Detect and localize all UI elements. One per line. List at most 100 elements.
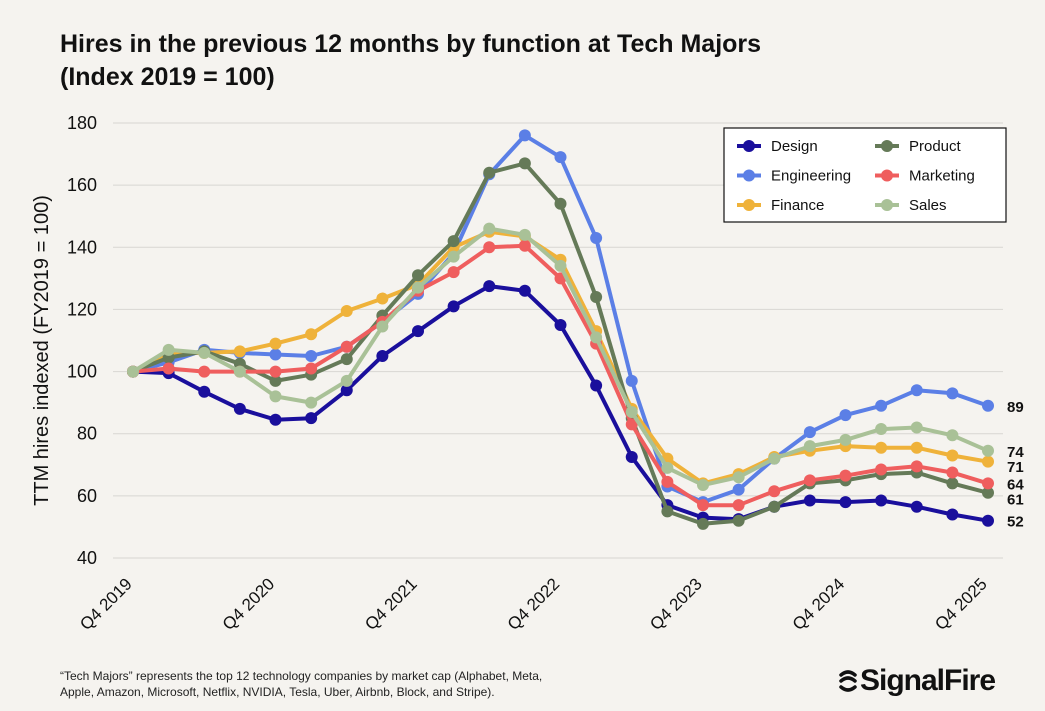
legend-item-design: Design bbox=[737, 138, 818, 155]
point-finance bbox=[340, 304, 353, 317]
legend-swatch-dot bbox=[743, 140, 755, 152]
point-product bbox=[946, 477, 959, 490]
chart-title-line-1: Hires in the previous 12 months by funct… bbox=[60, 30, 762, 58]
x-tick-label: Q4 2025 bbox=[931, 574, 991, 634]
point-engineering bbox=[590, 231, 603, 244]
point-finance bbox=[233, 345, 246, 358]
point-product bbox=[590, 291, 603, 303]
point-marketing bbox=[732, 499, 745, 512]
point-marketing bbox=[910, 460, 923, 473]
legend-item-marketing: Marketing bbox=[875, 168, 975, 185]
legend-label: Marketing bbox=[909, 168, 975, 185]
point-marketing bbox=[162, 362, 175, 375]
series-design bbox=[127, 280, 994, 527]
legend-swatch-dot bbox=[881, 169, 893, 182]
point-engineering bbox=[946, 387, 959, 400]
point-design bbox=[518, 284, 531, 297]
y-axis-label: TTM hires indexed (FY2019 = 100) bbox=[31, 195, 53, 506]
point-design bbox=[839, 496, 852, 509]
point-marketing bbox=[946, 466, 959, 479]
x-tick-label: Q4 2022 bbox=[504, 574, 564, 634]
point-sales bbox=[340, 374, 353, 387]
point-sales bbox=[376, 320, 389, 333]
legend-label: Finance bbox=[771, 197, 824, 214]
point-product bbox=[340, 353, 353, 366]
point-sales bbox=[982, 444, 994, 457]
point-finance bbox=[376, 292, 389, 305]
point-finance bbox=[269, 337, 282, 350]
point-sales bbox=[625, 405, 638, 418]
point-marketing bbox=[305, 362, 318, 375]
y-tick-label: 40 bbox=[77, 548, 97, 568]
point-engineering bbox=[625, 374, 638, 387]
point-design bbox=[910, 500, 923, 513]
point-finance bbox=[910, 441, 923, 454]
legend-label: Engineering bbox=[771, 168, 851, 185]
y-tick-label: 140 bbox=[67, 237, 97, 257]
x-tick-label: Q4 2023 bbox=[646, 574, 706, 634]
point-marketing bbox=[697, 499, 709, 512]
signalfire-logo: SignalFire bbox=[838, 664, 996, 698]
legend-item-product: Product bbox=[875, 138, 962, 155]
point-engineering bbox=[269, 348, 282, 361]
point-sales bbox=[447, 250, 460, 263]
point-engineering bbox=[518, 129, 531, 142]
point-design bbox=[269, 413, 282, 426]
point-sales bbox=[910, 421, 923, 434]
point-sales bbox=[732, 471, 745, 484]
x-tick-label: Q4 2024 bbox=[789, 574, 849, 634]
point-product bbox=[697, 517, 709, 530]
point-marketing bbox=[982, 477, 994, 490]
point-engineering bbox=[982, 399, 994, 412]
point-finance bbox=[875, 441, 888, 454]
point-marketing bbox=[518, 239, 531, 252]
point-sales bbox=[198, 346, 211, 359]
point-engineering bbox=[305, 350, 318, 363]
point-product bbox=[732, 514, 745, 527]
logo-text: SignalFire bbox=[860, 664, 996, 697]
point-marketing bbox=[198, 365, 211, 378]
point-product bbox=[483, 166, 496, 179]
y-axis-ticks: 40 60 80 100 120 140 160 180 bbox=[67, 113, 97, 568]
point-design bbox=[198, 385, 211, 398]
point-product bbox=[768, 500, 781, 513]
legend-box bbox=[723, 127, 1007, 223]
point-sales bbox=[875, 423, 888, 436]
legend-swatch-dot bbox=[881, 199, 893, 211]
legend: Design Product Engineering Marketing Finance… bbox=[723, 127, 1007, 223]
y-tick-label: 100 bbox=[67, 362, 97, 382]
end-label-finance: 71 bbox=[1007, 459, 1024, 476]
point-marketing bbox=[661, 475, 674, 488]
point-engineering bbox=[910, 384, 923, 397]
chart-title-line-2: (Index 2019 = 100) bbox=[60, 63, 275, 91]
point-sales bbox=[768, 452, 781, 465]
point-design bbox=[233, 402, 246, 415]
point-engineering bbox=[554, 151, 567, 164]
point-product bbox=[554, 197, 567, 210]
point-finance bbox=[982, 455, 994, 468]
point-sales bbox=[554, 259, 567, 272]
y-tick-label: 160 bbox=[67, 175, 97, 195]
point-finance bbox=[305, 328, 318, 341]
y-tick-label: 120 bbox=[67, 299, 97, 319]
point-design bbox=[590, 379, 603, 392]
data-series bbox=[127, 129, 994, 530]
legend-swatch-dot bbox=[743, 199, 755, 211]
point-product bbox=[518, 157, 531, 170]
legend-label: Product bbox=[909, 138, 962, 155]
legend-swatch-dot bbox=[743, 169, 755, 182]
point-design bbox=[982, 514, 994, 527]
point-design bbox=[875, 494, 888, 507]
point-engineering bbox=[839, 409, 852, 422]
point-design bbox=[447, 300, 460, 313]
x-tick-label: Q4 2021 bbox=[361, 574, 421, 634]
footnote-line-1: “Tech Majors” represents the top 12 tech… bbox=[60, 669, 543, 683]
point-sales bbox=[162, 343, 175, 356]
legend-label: Design bbox=[771, 138, 818, 155]
point-sales bbox=[233, 365, 246, 378]
point-design bbox=[554, 318, 567, 331]
point-sales bbox=[590, 331, 603, 344]
point-engineering bbox=[803, 426, 816, 439]
